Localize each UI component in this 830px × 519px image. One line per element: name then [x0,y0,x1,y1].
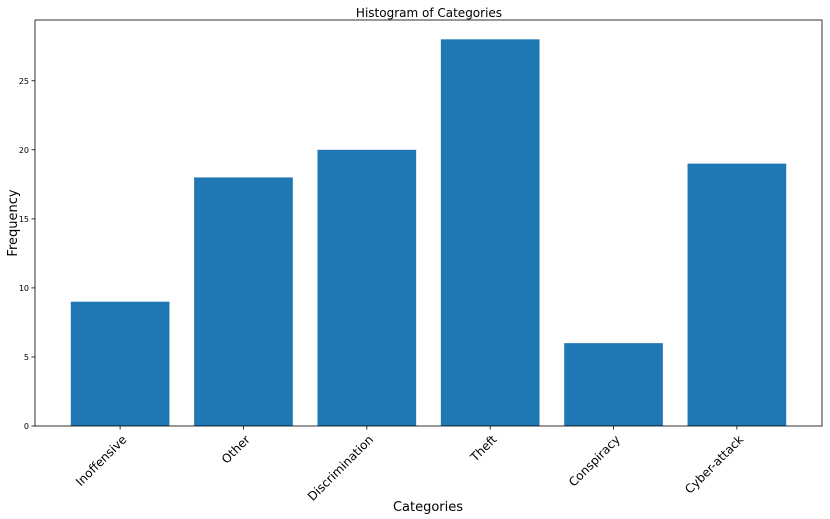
x-tick-label-other: Other [219,432,253,466]
y-tick-label: 0 [24,422,29,431]
x-tick-label-conspiracy: Conspiracy [566,432,623,489]
x-tick-label-inoffensive: Inoffensive [73,432,129,488]
bar-conspiracy [564,343,663,426]
y-tick-label: 10 [19,284,29,293]
bar-inoffensive [70,301,170,426]
y-tick-label: 25 [19,77,29,86]
y-tick-label: 15 [19,215,29,224]
x-axis-ticks: Inoffensive Other Discrimination Theft Consp… [73,426,746,504]
x-tick-label-discrimination: Discrimination [305,432,376,503]
bar-theft [440,39,540,426]
chart-title: Histogram of Categories [356,6,502,20]
bar-cyber-attack [687,163,787,426]
plot-frame [34,19,823,427]
x-axis-label: Categories [393,500,463,515]
y-tick-label: 20 [19,146,29,155]
bar-other [194,177,293,426]
y-tick-label: 5 [24,353,29,362]
x-tick-label-theft: Theft [467,432,500,465]
y-axis-ticks: 0 5 10 15 20 25 [19,77,35,431]
x-tick-label-cyber-attack: Cyber-attack [682,432,746,496]
bars-group [70,39,787,426]
y-axis-label: Frequency [6,189,21,256]
bar-discrimination [317,149,417,426]
